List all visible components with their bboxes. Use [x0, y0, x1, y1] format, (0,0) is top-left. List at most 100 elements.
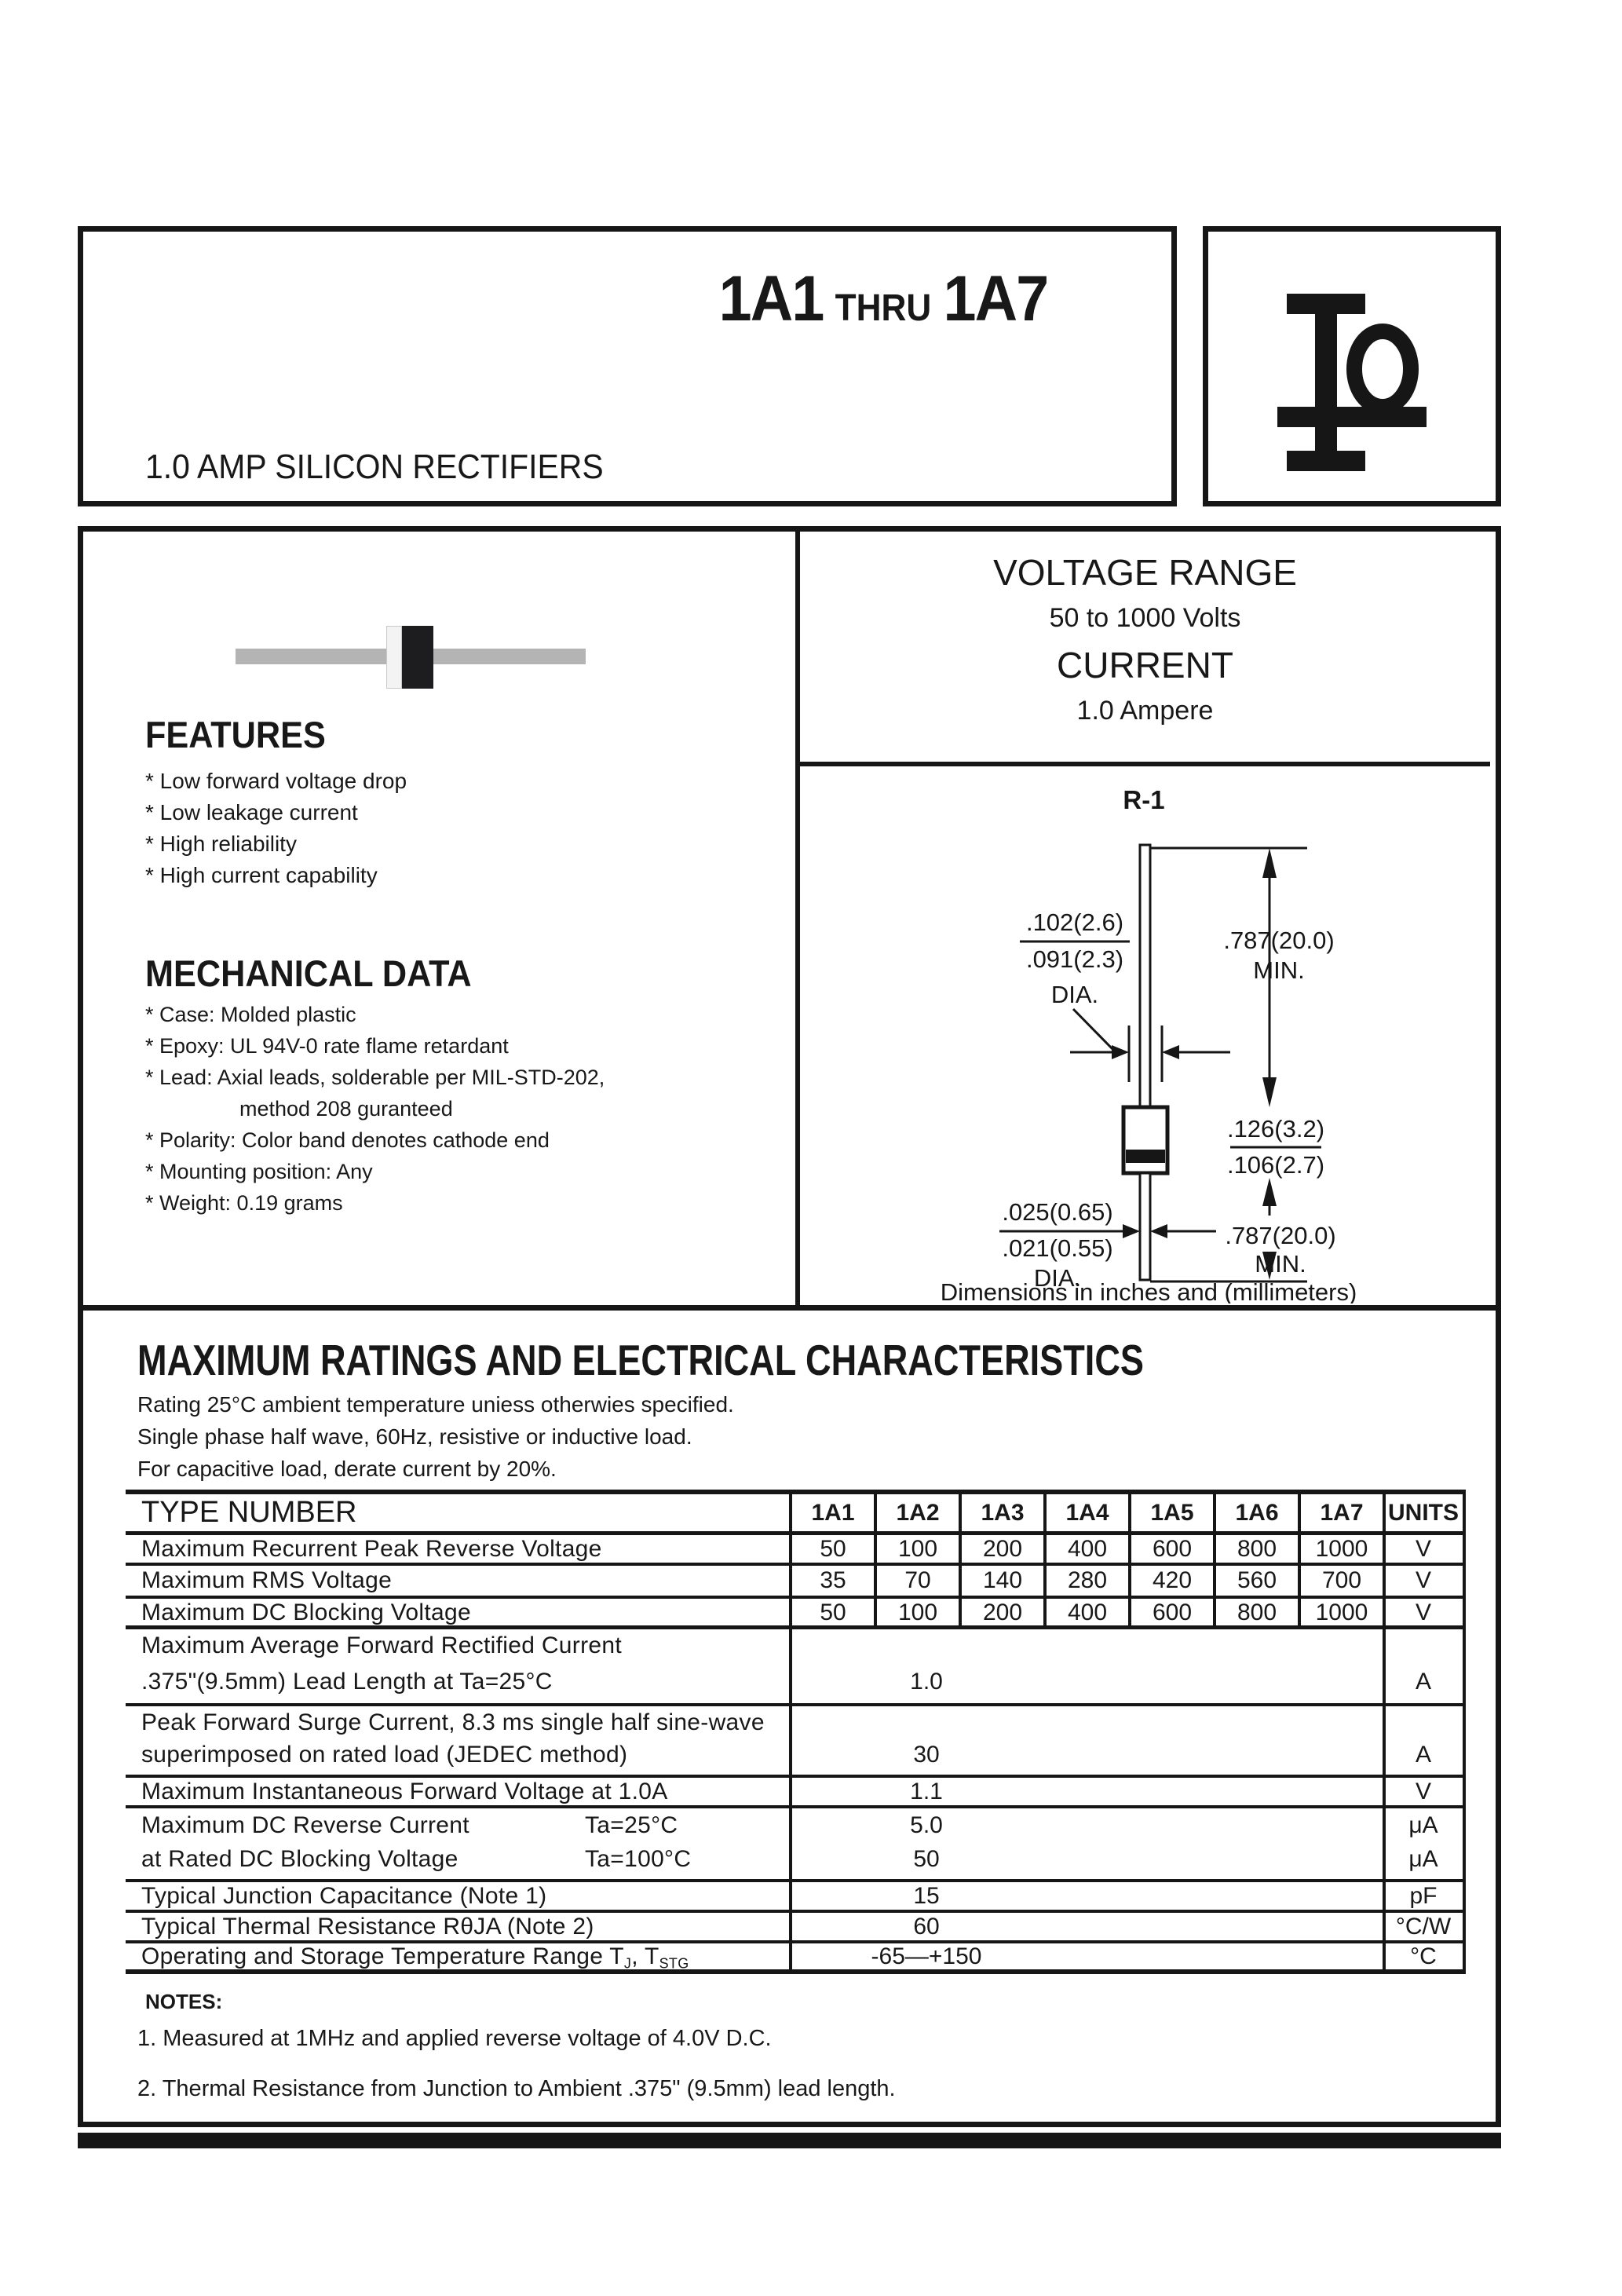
io-logo-icon [1277, 294, 1427, 471]
vertical-divider [795, 532, 800, 1307]
arrow-up-icon [1262, 848, 1277, 878]
cell-value: 200 [982, 1600, 1023, 1625]
table-header-row: TYPE NUMBER 1A1 1A2 1A3 1A4 1A5 1A6 1A7 … [126, 1494, 1466, 1535]
table-row: Typical Junction Capacitance (Note 1) 15… [126, 1882, 1466, 1913]
cell-unit: μA [1408, 1846, 1438, 1872]
row-condition: Ta=100°C [585, 1846, 692, 1872]
cell-value: 1000 [1315, 1536, 1368, 1562]
condition-line: Rating 25°C ambient temperature uniess o… [137, 1392, 734, 1417]
cell-value: 50 [820, 1600, 846, 1625]
cell-unit: pF [1409, 1883, 1438, 1909]
table-row: Maximum Recurrent Peak Reverse Voltage 5… [126, 1535, 1466, 1566]
cell-value-span: 30 [913, 1742, 940, 1768]
cell-value-span: 60 [913, 1914, 940, 1940]
mechanical-item: * Case: Molded plastic [145, 1003, 356, 1026]
row-label-line2: superimposed on rated load (JEDEC method… [141, 1742, 628, 1768]
column-header: 1A5 [1150, 1500, 1194, 1526]
feature-item: * Low forward voltage drop [145, 769, 407, 793]
mechanical-item: * Lead: Axial leads, solderable per MIL-… [145, 1066, 605, 1089]
cell-value: 200 [982, 1536, 1023, 1562]
mechanical-item-indent: method 208 guranteed [239, 1097, 453, 1121]
dim-body-max: .126(3.2) [1227, 1115, 1324, 1143]
cell-value: 70 [904, 1567, 931, 1593]
row-condition: Ta=25°C [585, 1812, 678, 1838]
cell-value: 100 [897, 1600, 938, 1625]
column-header: 1A4 [1065, 1500, 1109, 1526]
table-row: Operating and Storage Temperature Range … [126, 1943, 1466, 1974]
notes-heading: NOTES: [145, 1990, 223, 2013]
dim-lead-dia-top-max: .102(2.6) [1026, 909, 1123, 936]
column-header: 1A2 [896, 1500, 940, 1526]
arrow-down-icon [1262, 1077, 1277, 1107]
row-label: Maximum RMS Voltage [141, 1567, 393, 1593]
package-name: R-1 [1123, 785, 1164, 814]
table-row: Maximum Instantaneous Forward Voltage at… [126, 1778, 1466, 1808]
cell-unit: V [1415, 1779, 1431, 1804]
table-row: Maximum DC Blocking Voltage 50 100 200 4… [126, 1599, 1466, 1629]
diode-body [402, 626, 433, 689]
cell-unit: V [1415, 1600, 1431, 1625]
cell-value: 800 [1237, 1600, 1277, 1625]
units-header: UNITS [1388, 1500, 1459, 1526]
row-label: Operating and Storage Temperature Range … [141, 1943, 689, 1976]
cell-unit: μA [1408, 1812, 1438, 1838]
row-label: Peak Forward Surge Current, 8.3 ms singl… [141, 1709, 765, 1735]
table-row: Peak Forward Surge Current, 8.3 ms singl… [126, 1706, 1466, 1778]
cell-value: 560 [1237, 1567, 1277, 1593]
dim-min-label-bottom: MIN. [1255, 1250, 1306, 1278]
arrow-left-icon [1150, 1224, 1167, 1238]
arrow-right-icon [1123, 1224, 1140, 1238]
dim-body-min: .106(2.7) [1227, 1151, 1324, 1179]
mechanical-item: * Epoxy: UL 94V-0 rate flame retardant [145, 1034, 509, 1058]
table-row: Typical Thermal Resistance RθJA (Note 2)… [126, 1913, 1466, 1943]
ratings-table: TYPE NUMBER 1A1 1A2 1A3 1A4 1A5 1A6 1A7 … [126, 1490, 1466, 1979]
dim-lead-length-top: .787(20.0) [1223, 927, 1334, 954]
row-label-sub: STG [659, 1955, 689, 1972]
package-cathode-band [1126, 1150, 1165, 1163]
table-row: Maximum DC Reverse Current Ta=25°C 5.0 μ… [126, 1808, 1466, 1882]
dim-lead-length-bottom: .787(20.0) [1225, 1222, 1335, 1249]
feature-item: * Low leakage current [145, 800, 358, 824]
bottom-heavy-rule [78, 2133, 1501, 2148]
package-outline-diagram: R-1 .787(20.0) MIN. .102(2.6) .091(2.3) … [941, 785, 1357, 1303]
header-box [78, 226, 1177, 506]
row-label: Typical Junction Capacitance (Note 1) [141, 1883, 547, 1909]
mechanical-list: * Case: Molded plastic * Epoxy: UL 94V-0… [145, 999, 605, 1219]
voltage-range-value: 50 to 1000 Volts [1049, 603, 1241, 633]
cell-value: 100 [897, 1536, 938, 1562]
ratings-heading: MAXIMUM RATINGS AND ELECTRICAL CHARACTER… [137, 1336, 1144, 1384]
features-heading: FEATURES [145, 714, 326, 755]
ratings-conditions: Rating 25°C ambient temperature uniess o… [137, 1388, 734, 1485]
cell-unit: °C [1410, 1943, 1437, 1969]
dim-lead-dia-top-min: .091(2.3) [1026, 945, 1123, 973]
row-label-text: Operating and Storage Temperature Range … [141, 1943, 624, 1969]
dim-dia-label-top: DIA. [1051, 981, 1098, 1008]
product-title: 1A1 THRU 1A7 [598, 262, 1169, 336]
dim-lead-dia-bot-max: .025(0.65) [1002, 1198, 1112, 1226]
condition-line: For capacitive load, derate current by 2… [137, 1457, 557, 1481]
cell-unit: V [1415, 1567, 1431, 1593]
row-label: Maximum Average Forward Rectified Curren… [141, 1632, 622, 1658]
note-item: 1. Measured at 1MHz and applied reverse … [137, 2026, 772, 2051]
mechanical-heading: MECHANICAL DATA [145, 952, 472, 994]
column-header: 1A7 [1320, 1500, 1364, 1526]
cell-value: 50 [820, 1536, 846, 1562]
product-title-start: 1A1 [718, 263, 825, 335]
dim-lead-dia-bot-min: .021(0.55) [1002, 1234, 1112, 1262]
product-subtitle: 1.0 AMP SILICON RECTIFIERS [145, 448, 604, 486]
current-label: CURRENT [1057, 645, 1233, 686]
cell-value: 420 [1152, 1567, 1193, 1593]
dim-min-label-top: MIN. [1253, 956, 1304, 984]
mechanical-item: * Mounting position: Any [145, 1160, 373, 1183]
cell-value: 140 [982, 1567, 1023, 1593]
row-label: Maximum Recurrent Peak Reverse Voltage [141, 1536, 602, 1562]
cell-value: 800 [1237, 1536, 1277, 1562]
row-label-text: , T [631, 1943, 659, 1969]
feature-item: * High current capability [145, 863, 378, 887]
cell-unit: A [1415, 1669, 1431, 1695]
cell-unit: °C/W [1395, 1914, 1452, 1940]
cell-value: 600 [1152, 1600, 1193, 1625]
row-label-sub: J [623, 1955, 632, 1972]
cell-value: 400 [1067, 1600, 1108, 1625]
row-label: Maximum Instantaneous Forward Voltage at… [141, 1779, 668, 1804]
